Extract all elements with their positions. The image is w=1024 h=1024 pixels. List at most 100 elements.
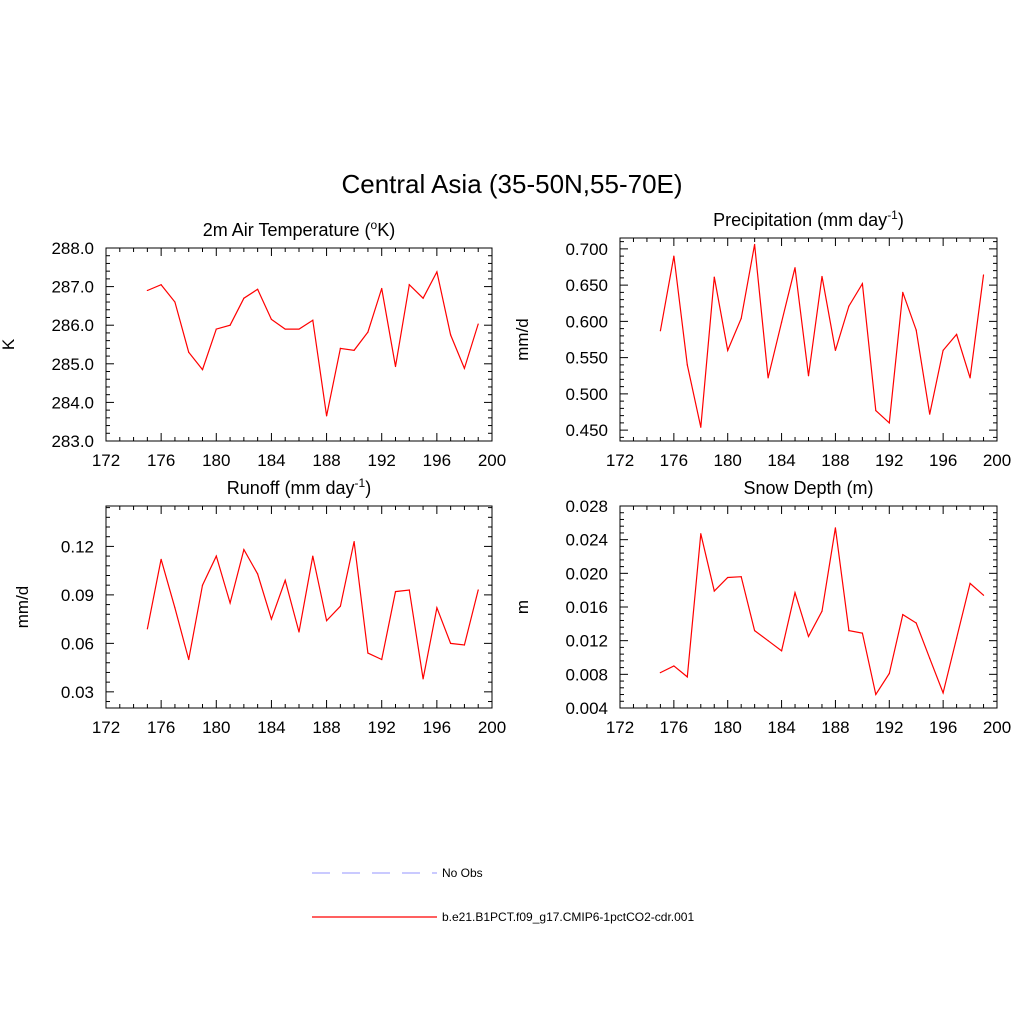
data-point: [394, 365, 397, 368]
data-point: [875, 693, 877, 696]
data-point: [450, 642, 452, 644]
data-point: [942, 692, 944, 694]
data-point: [174, 301, 176, 303]
panel-title: Snow Depth (m): [743, 478, 873, 498]
data-point: [270, 618, 273, 620]
data-point: [339, 347, 341, 349]
x-tick-label: 192: [875, 451, 903, 470]
data-point: [270, 318, 273, 321]
data-point: [969, 582, 971, 585]
data-point: [408, 589, 410, 591]
x-tick-label: 192: [875, 718, 903, 737]
x-tick-label: 184: [257, 451, 285, 470]
data-point: [929, 657, 931, 659]
data-point: [284, 579, 286, 581]
data-point: [673, 255, 675, 257]
data-point: [727, 576, 729, 579]
data-point: [257, 288, 259, 290]
y-tick-label: 0.012: [565, 632, 608, 651]
y-tick-label: 0.03: [61, 683, 94, 702]
data-point: [861, 283, 863, 285]
data-point: [477, 323, 479, 325]
data-point: [257, 573, 259, 575]
data-point: [312, 555, 314, 557]
plot-frame: [619, 237, 998, 442]
data-point: [229, 324, 231, 326]
data-point: [174, 607, 176, 609]
data-point: [902, 291, 904, 293]
data-point: [956, 333, 958, 336]
data-point: [686, 676, 688, 678]
y-tick-label: 0.650: [565, 276, 608, 295]
chart-panel-2: Precipitation (mm day-1) mm/d 172 176 180 184…: [513, 208, 1011, 470]
data-point: [463, 367, 466, 370]
data-point: [353, 349, 355, 351]
data-point: [298, 631, 300, 633]
data-point: [700, 533, 702, 535]
data-point: [740, 576, 742, 578]
data-point: [243, 297, 245, 299]
y-tick-label: 0.020: [565, 564, 608, 583]
data-point: [367, 652, 369, 654]
data-point: [982, 274, 985, 276]
x-tick-label: 200: [478, 451, 506, 470]
x-tick-label: 176: [147, 718, 175, 737]
y-tick-label: 286.0: [51, 316, 94, 335]
data-point: [463, 644, 466, 646]
figure-title: Central Asia (35-50N,55-70E): [341, 169, 682, 199]
panel-title: 2m Air Temperature (oK): [203, 218, 395, 240]
data-point: [243, 549, 245, 551]
data-point: [821, 275, 823, 278]
x-tick-label: 192: [368, 451, 396, 470]
x-tick-label: 200: [478, 718, 506, 737]
data-point: [659, 672, 661, 674]
x-tick-label: 180: [714, 451, 742, 470]
data-point: [188, 658, 190, 661]
x-tick-label: 184: [767, 718, 795, 737]
plot-frame: [619, 505, 998, 709]
y-tick-label: 0.004: [565, 699, 608, 718]
data-point: [298, 328, 300, 330]
y-tick-label: 284.0: [51, 393, 94, 412]
data-point: [700, 426, 702, 428]
data-point: [673, 665, 675, 667]
data-point: [201, 368, 204, 371]
data-point: [834, 349, 837, 351]
x-tick-label: 176: [660, 718, 688, 737]
data-point: [160, 284, 162, 286]
y-axis-label: mm/d: [513, 318, 532, 361]
series-line: [146, 541, 479, 680]
data-point: [754, 243, 756, 246]
y-tick-label: 283.0: [51, 432, 94, 451]
data-point: [686, 364, 688, 366]
data-point: [740, 317, 742, 320]
data-point: [902, 613, 904, 616]
y-tick-label: 0.500: [565, 385, 608, 404]
x-tick-label: 172: [606, 451, 634, 470]
data-point: [188, 351, 190, 353]
x-tick-label: 184: [257, 718, 285, 737]
y-tick-label: 0.12: [61, 537, 94, 556]
data-point: [422, 678, 424, 680]
data-point: [477, 589, 479, 591]
chart-panel-1: 2m Air Temperature (oK) K 172 176 180 184 188 1…: [0, 218, 506, 470]
data-point: [727, 349, 729, 351]
y-tick-label: 288.0: [51, 239, 94, 258]
data-point: [713, 276, 715, 278]
x-tick-label: 180: [714, 718, 742, 737]
x-tick-label: 172: [92, 718, 120, 737]
x-tick-label: 196: [423, 451, 451, 470]
y-tick-label: 0.024: [565, 531, 608, 550]
data-point: [942, 349, 944, 351]
panel-title: Precipitation (mm day-1): [713, 208, 904, 230]
y-axis-label: K: [0, 338, 18, 350]
data-point: [767, 640, 769, 642]
x-tick-label: 192: [368, 718, 396, 737]
x-tick-label: 188: [821, 451, 849, 470]
y-axis-label: mm/d: [13, 586, 32, 629]
data-point: [780, 321, 783, 323]
data-point: [888, 422, 890, 424]
y-tick-label: 0.09: [61, 586, 94, 605]
x-tick-label: 200: [983, 451, 1011, 470]
